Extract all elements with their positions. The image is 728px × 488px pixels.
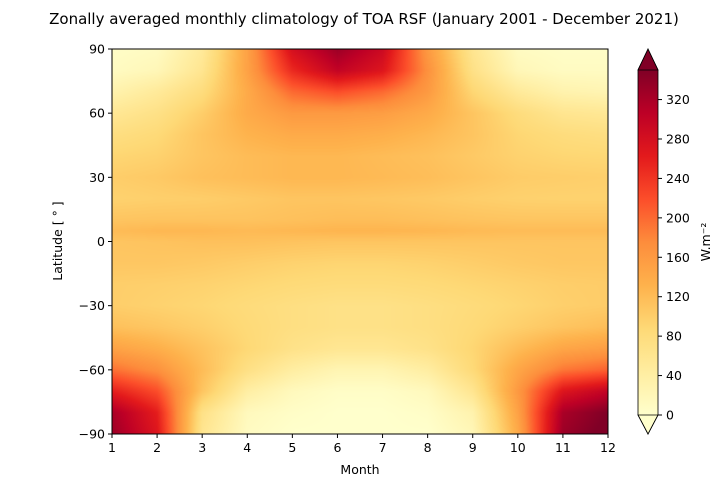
y-tick-label: −90 <box>79 427 105 442</box>
y-tick-label: 30 <box>89 170 105 185</box>
colorbar-tick-label: 80 <box>666 329 682 344</box>
y-tick-label: −30 <box>79 298 105 313</box>
x-tick-label: 4 <box>243 440 251 455</box>
y-tick-label: 90 <box>89 42 105 57</box>
x-tick-label: 3 <box>198 440 206 455</box>
y-axis-label: Latitude [ ° ] <box>50 201 65 280</box>
heatmap-field <box>112 49 608 434</box>
chart-title: Zonally averaged monthly climatology of … <box>49 10 679 28</box>
colorbar-extend-max <box>637 48 659 71</box>
x-tick-label: 2 <box>153 440 161 455</box>
x-tick-label: 7 <box>379 440 387 455</box>
x-tick-label: 9 <box>469 440 477 455</box>
y-axis: 90 60 30 0 −30 −60 −90 <box>79 42 112 442</box>
x-axis: 1 2 3 4 5 6 7 8 9 10 11 12 <box>108 434 616 455</box>
colorbar-scale <box>638 70 658 415</box>
y-tick-label: −60 <box>79 362 105 377</box>
colorbar-tick-label: 240 <box>666 171 690 186</box>
x-tick-label: 11 <box>555 440 571 455</box>
colorbar-tick-label: 0 <box>666 408 674 423</box>
x-tick-label: 10 <box>510 440 526 455</box>
x-axis-label: Month <box>340 462 379 477</box>
colorbar-tick-label: 40 <box>666 368 682 383</box>
colorbar-tick-label: 200 <box>666 210 690 225</box>
x-tick-label: 12 <box>600 440 616 455</box>
colorbar-label: W.m⁻² <box>698 223 713 262</box>
plot-area <box>111 48 609 435</box>
colorbar-tick-label: 160 <box>666 250 690 265</box>
colorbar-tick-label: 280 <box>666 132 690 147</box>
colorbar-tick-label: 120 <box>666 289 690 304</box>
y-tick-label: 60 <box>89 106 105 121</box>
x-tick-label: 6 <box>333 440 341 455</box>
x-tick-label: 1 <box>108 440 116 455</box>
colorbar-outline <box>637 48 659 435</box>
x-tick-label: 8 <box>424 440 432 455</box>
colorbar-tick-label: 320 <box>666 92 690 107</box>
x-tick-label: 5 <box>288 440 296 455</box>
colorbar-extend-min <box>637 414 659 435</box>
colorbar: 0 40 80 120 160 200 240 280 320 W.m⁻² <box>637 48 713 435</box>
y-tick-label: 0 <box>97 234 105 249</box>
